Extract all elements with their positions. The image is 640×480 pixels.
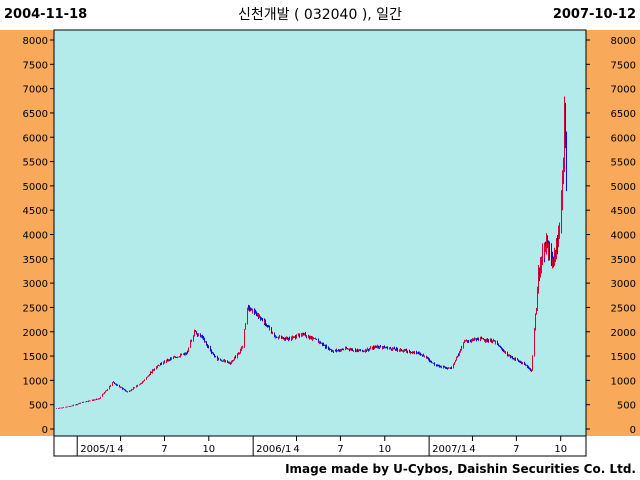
y-tick-label-left: 1000 [23, 376, 48, 387]
y-tick-label-right: 2500 [611, 303, 636, 314]
y-tick-label-left: 6000 [23, 133, 48, 144]
y-tick-label-left: 5000 [23, 182, 48, 193]
y-tick-label-left: 2000 [23, 328, 48, 339]
y-tick-label-left: 8000 [23, 36, 48, 47]
y-tick-label-left: 6500 [23, 109, 48, 120]
y-tick-label-left: 3500 [23, 255, 48, 266]
y-tick-label-right: 7500 [611, 60, 636, 71]
y-tick-label-left: 7000 [23, 85, 48, 96]
plot-area [53, 29, 587, 437]
start-date: 2004-11-18 [4, 7, 88, 22]
y-tick-label-left: 4000 [23, 231, 48, 242]
y-tick-label-right: 5000 [611, 182, 636, 193]
y-tick-label-left: 0 [42, 425, 48, 436]
y-tick-label-right: 4500 [611, 206, 636, 217]
y-tick-label-left: 5500 [23, 158, 48, 169]
y-tick-label-right: 4000 [611, 231, 636, 242]
left-axis-panel [0, 30, 54, 436]
y-axis-right: 0 500 1000 1500 2000 2500 3000 3500 4000 4500 5000… [586, 36, 636, 436]
y-tick-label-right: 1500 [611, 352, 636, 363]
y-axis-left: 0 500 1000 1500 2000 2500 3000 3500 4000 4500 5000… [23, 36, 54, 436]
x-tick-label: 4 [117, 444, 123, 455]
y-tick-label-right: 6000 [611, 133, 636, 144]
x-tick-label: 7 [337, 444, 343, 455]
y-tick-label-right: 1000 [611, 376, 636, 387]
right-axis-panel [586, 30, 640, 436]
x-axis-band [53, 435, 587, 457]
y-tick-label-right: 500 [617, 401, 636, 412]
x-tick-label: 2005/1 [80, 444, 115, 455]
y-tick-label-left: 3000 [23, 279, 48, 290]
y-tick-label-right: 3000 [611, 279, 636, 290]
y-tick-label-right: 5500 [611, 158, 636, 169]
x-tick-label: 4 [469, 444, 475, 455]
y-tick-label-left: 4500 [23, 206, 48, 217]
y-tick-label-left: 2500 [23, 303, 48, 314]
y-tick-label-right: 3500 [611, 255, 636, 266]
x-axis: 2005/1 4 7 10 2006/1 4 7 10 2007/1 4 7 10 [76, 436, 567, 456]
x-tick-label: 4 [293, 444, 299, 455]
x-tick-label: 2006/1 [256, 444, 291, 455]
x-tick-label: 7 [161, 444, 167, 455]
y-tick-label-left: 7500 [23, 60, 48, 71]
x-tick-label: 2007/1 [432, 444, 467, 455]
candlestick-series [56, 96, 567, 409]
y-tick-label-right: 7000 [611, 85, 636, 96]
credit-text: Image made by U-Cybos, Daishin Securitie… [285, 462, 636, 476]
chart-title: 신천개발 ( 032040 ), 일간 [238, 7, 402, 23]
y-tick-label-right: 6500 [611, 109, 636, 120]
y-tick-label-right: 8000 [611, 36, 636, 47]
y-tick-label-right: 2000 [611, 328, 636, 339]
y-tick-label-left: 1500 [23, 352, 48, 363]
x-tick-label: 10 [378, 444, 391, 455]
y-tick-label-left: 500 [29, 401, 48, 412]
x-tick-label: 10 [554, 444, 567, 455]
x-tick-label: 10 [202, 444, 215, 455]
y-tick-label-right: 0 [630, 425, 636, 436]
x-tick-label: 7 [513, 444, 519, 455]
end-date: 2007-10-12 [552, 7, 636, 22]
